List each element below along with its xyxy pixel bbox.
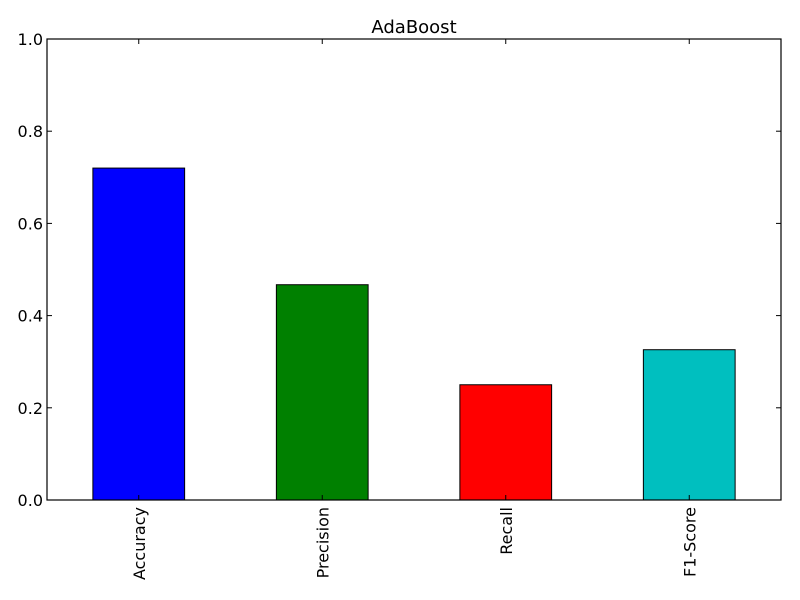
- labels-layer: Accuracy Precision Recall F1-Score 0.0 0.2 0.4…: [18, 30, 700, 580]
- y-tick-label: 0.6: [18, 214, 43, 233]
- bars-layer: [92, 167, 736, 501]
- y-tick-label: 0.4: [18, 307, 43, 326]
- y-tick-label: 1.0: [18, 30, 43, 49]
- x-tick-label: Recall: [497, 507, 516, 555]
- x-tick-label: Precision: [313, 507, 332, 578]
- x-tick-label: F1-Score: [680, 507, 699, 577]
- bar-f1-score: [642, 349, 736, 501]
- x-tick-label: Accuracy: [130, 507, 149, 580]
- bar-recall: [459, 384, 553, 501]
- y-tick-label: 0.0: [18, 491, 43, 510]
- y-tick-label: 0.8: [18, 122, 43, 141]
- plot-frame: [46, 38, 782, 501]
- bar-precision: [275, 284, 369, 501]
- chart-title: AdaBoost: [371, 17, 456, 38]
- y-tick-label: 0.2: [18, 399, 43, 418]
- bar-accuracy: [92, 167, 186, 501]
